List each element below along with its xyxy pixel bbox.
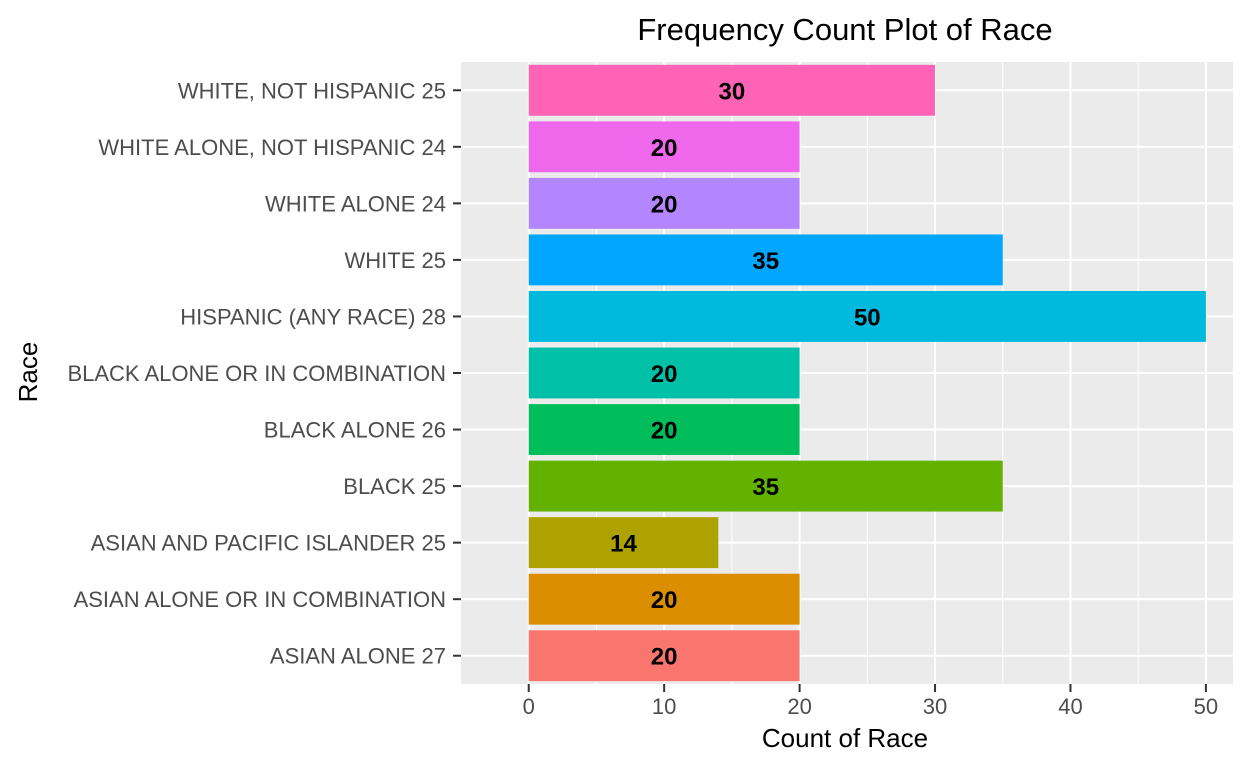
bar [528,347,800,399]
y-tick-label: WHITE, NOT HISPANIC 25 [178,78,446,103]
chart-title: Frequency Count Plot of Race [637,12,1052,47]
x-tick-label: 40 [1058,694,1082,719]
bar-value-label: 20 [651,361,678,388]
y-tick-label: ASIAN ALONE OR IN COMBINATION [74,587,446,612]
bar [528,291,1206,342]
bar [528,121,800,173]
y-tick-label: WHITE 25 [345,248,446,273]
y-tick-label: BLACK 25 [343,474,446,499]
y-tick-label: HISPANIC (ANY RACE) 28 [180,304,446,329]
bar-value-label: 35 [752,474,779,501]
bar-value-label: 14 [610,531,637,558]
bar [528,64,936,116]
x-tick-label: 20 [787,694,811,719]
bar-value-label: 20 [651,191,678,218]
y-tick-label: WHITE ALONE, NOT HISPANIC 24 [98,135,446,160]
bar-value-label: 30 [719,78,746,105]
bar-value-label: 20 [651,418,678,445]
y-tick-label: ASIAN AND PACIFIC ISLANDER 25 [91,531,446,556]
bar [528,177,800,229]
bar [528,460,1003,512]
x-tick-label: 30 [923,694,947,719]
y-axis-title: Race [13,342,43,403]
bar-value-label: 35 [752,248,779,275]
bar-value-label: 20 [651,587,678,614]
y-tick-label: BLACK ALONE OR IN COMBINATION [67,361,446,386]
bar [528,404,800,455]
bar [528,630,800,682]
x-tick-label: 0 [523,694,535,719]
x-tick-label: 10 [652,694,676,719]
y-tick-label: WHITE ALONE 24 [265,191,446,216]
y-tick-label: ASIAN ALONE 27 [270,644,446,669]
x-tick-label: 50 [1194,694,1218,719]
bar [528,573,800,625]
bar-value-label: 20 [651,644,678,671]
bar-value-label: 50 [854,304,881,331]
y-tick-label: BLACK ALONE 26 [264,418,446,443]
bar-value-label: 20 [651,135,678,162]
bar [528,517,719,569]
x-axis-title: Count of Race [762,723,928,753]
bar [528,234,1003,286]
